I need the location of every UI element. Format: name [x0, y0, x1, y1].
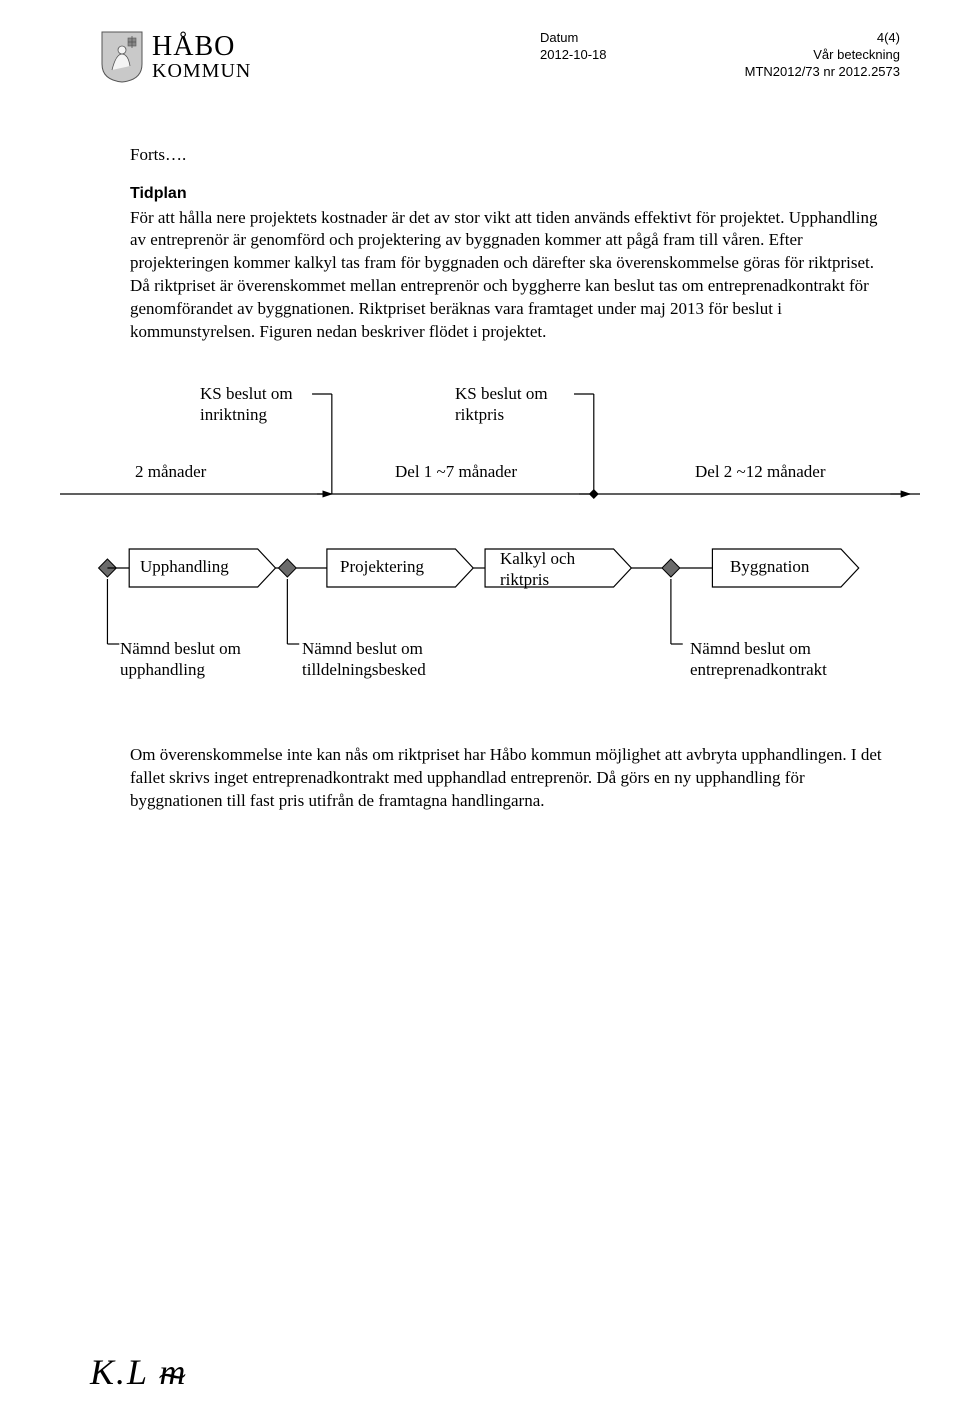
flow-label: Nämnd beslut omtilldelningsbesked [302, 639, 502, 680]
signature: K.L ᵯ [90, 1351, 187, 1393]
flow-label: 2 månader [135, 462, 206, 482]
flowchart: KS beslut ominriktning KS beslut omriktpr… [60, 384, 920, 704]
meta-ref: 4(4) Vår beteckning MTN2012/73 nr 2012.2… [720, 30, 900, 81]
page: HÅBO KOMMUN Datum 2012-10-18 4(4) Vår be… [0, 0, 960, 1423]
org-name: HÅBO KOMMUN [152, 32, 251, 82]
crest-icon [100, 30, 144, 84]
flow-label: KS beslut omriktpris [455, 384, 605, 425]
meta-datum: Datum 2012-10-18 [540, 30, 660, 81]
datum-value: 2012-10-18 [540, 47, 660, 64]
org-title: HÅBO [152, 32, 251, 61]
flow-label: Kalkyl ochriktpris [500, 549, 626, 590]
ref-label: Vår beteckning [720, 47, 900, 64]
org-subtitle: KOMMUN [152, 61, 251, 82]
flow-label: Del 1 ~7 månader [395, 462, 517, 482]
header-meta: Datum 2012-10-18 4(4) Vår beteckning MTN… [540, 30, 900, 81]
page-header: HÅBO KOMMUN Datum 2012-10-18 4(4) Vår be… [100, 30, 900, 84]
flow-label: Nämnd beslut omentreprenadkontrakt [690, 639, 890, 680]
tidplan-title: Tidplan [130, 183, 890, 205]
flow-label: Upphandling [140, 557, 266, 577]
closing-paragraph: Om överenskommelse inte kan nås om riktp… [130, 744, 890, 813]
content: Forts…. Tidplan För att hålla nere proje… [130, 144, 890, 813]
flow-label: Del 2 ~12 månader [695, 462, 826, 482]
flow-label: Byggnation [730, 557, 856, 577]
flow-label: KS beslut ominriktning [200, 384, 350, 425]
tidplan-paragraph: För att hålla nere projektets kostnader … [130, 207, 890, 345]
logo-block: HÅBO KOMMUN [100, 30, 251, 84]
ref-value: MTN2012/73 nr 2012.2573 [720, 64, 900, 81]
flow-label: Nämnd beslut omupphandling [120, 639, 320, 680]
datum-label: Datum [540, 30, 660, 47]
forts-text: Forts…. [130, 144, 890, 167]
flow-label: Projektering [340, 557, 466, 577]
page-number: 4(4) [720, 30, 900, 47]
